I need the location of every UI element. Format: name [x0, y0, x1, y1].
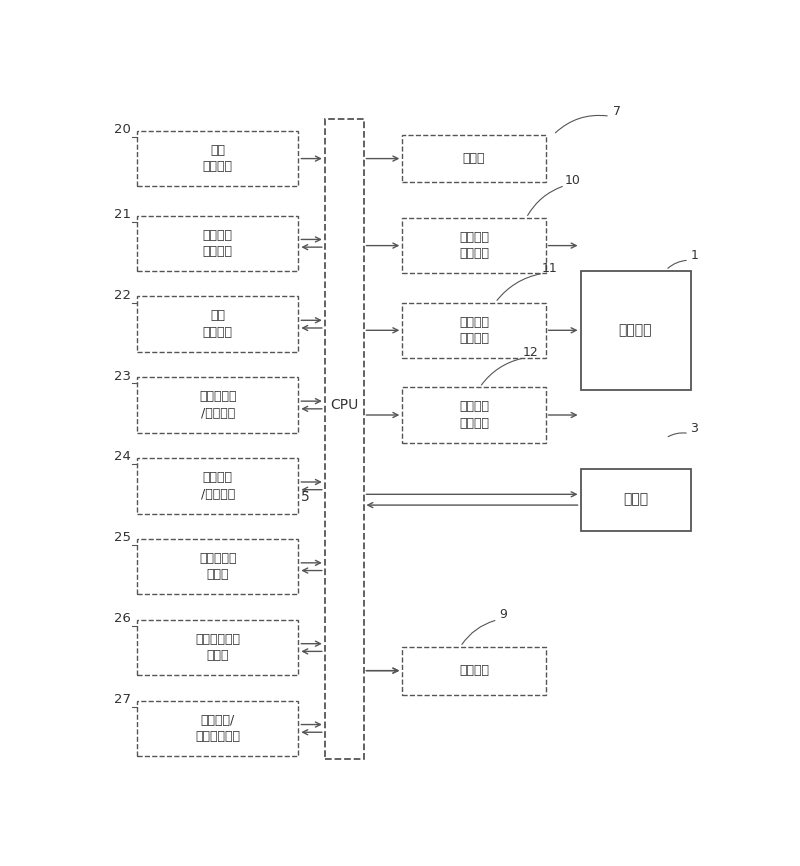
Text: 9: 9 [499, 608, 507, 621]
Text: 标记无法识别
检测器: 标记无法识别 检测器 [195, 633, 240, 662]
Text: 20: 20 [114, 123, 131, 136]
Text: 照明颜色
控制装置: 照明颜色 控制装置 [459, 400, 489, 430]
Text: 照明条件
判定装置: 照明条件 判定装置 [203, 229, 233, 258]
Text: 照明亮度
控制装置: 照明亮度 控制装置 [459, 231, 489, 261]
Text: 标记
识别装置: 标记 识别装置 [203, 309, 233, 339]
FancyBboxPatch shape [138, 296, 298, 352]
Text: 26: 26 [114, 612, 131, 625]
FancyBboxPatch shape [325, 120, 363, 759]
Text: 12: 12 [522, 346, 538, 359]
Text: 重新调整/
错误修正装置: 重新调整/ 错误修正装置 [195, 714, 240, 743]
Text: 1: 1 [690, 249, 698, 262]
Text: 其它结构: 其它结构 [459, 664, 489, 677]
Text: 21: 21 [114, 208, 131, 221]
FancyBboxPatch shape [402, 387, 546, 443]
Text: 摄像机: 摄像机 [623, 493, 648, 507]
Text: 对比度检测
/确定装置: 对比度检测 /确定装置 [199, 391, 237, 420]
FancyBboxPatch shape [138, 458, 298, 514]
Text: 对比度降低
检测器: 对比度降低 检测器 [199, 552, 237, 581]
Text: 照明装置: 照明装置 [618, 323, 652, 337]
FancyBboxPatch shape [402, 647, 546, 695]
Text: 10: 10 [565, 174, 581, 187]
Text: 显示器: 显示器 [462, 152, 485, 165]
FancyBboxPatch shape [138, 701, 298, 756]
Text: 7: 7 [613, 105, 621, 118]
Text: 22: 22 [114, 288, 131, 301]
FancyBboxPatch shape [402, 135, 546, 183]
Text: 23: 23 [114, 370, 131, 383]
Text: 照明高度
控制装置: 照明高度 控制装置 [459, 315, 489, 345]
Text: 变化检测
/确定装置: 变化检测 /确定装置 [201, 471, 235, 501]
Text: 5: 5 [301, 490, 310, 504]
FancyBboxPatch shape [138, 216, 298, 271]
Text: 11: 11 [542, 262, 558, 275]
Text: 3: 3 [690, 422, 698, 435]
Text: CPU: CPU [330, 398, 358, 412]
FancyBboxPatch shape [581, 270, 690, 390]
FancyBboxPatch shape [581, 469, 690, 531]
FancyBboxPatch shape [138, 131, 298, 186]
FancyBboxPatch shape [402, 302, 546, 358]
Text: 25: 25 [114, 531, 131, 544]
FancyBboxPatch shape [138, 378, 298, 433]
FancyBboxPatch shape [138, 539, 298, 594]
FancyBboxPatch shape [402, 218, 546, 274]
Text: 指令
输入装置: 指令 输入装置 [203, 144, 233, 173]
FancyBboxPatch shape [138, 620, 298, 675]
Text: 27: 27 [114, 693, 131, 706]
Text: 24: 24 [114, 450, 131, 463]
